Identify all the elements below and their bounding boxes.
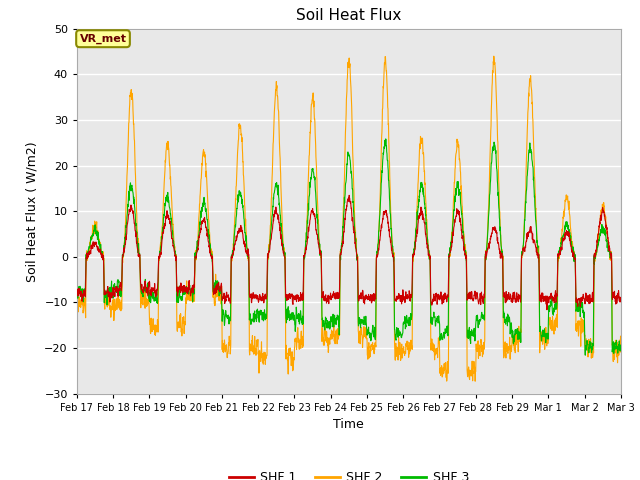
- SHF 3: [376, 205, 384, 211]
- Line: SHF 1: SHF 1: [77, 195, 621, 310]
- SHF 2: [376, 192, 384, 197]
- SHF 1: [73, 294, 81, 300]
- SHF 1: [225, 292, 232, 298]
- Y-axis label: Soil Heat Flux ( W/m2): Soil Heat Flux ( W/m2): [26, 141, 38, 281]
- SHF 2: [471, 378, 479, 384]
- Title: Soil Heat Flux: Soil Heat Flux: [296, 9, 401, 24]
- SHF 3: [73, 288, 81, 294]
- SHF 3: [507, 323, 515, 328]
- Legend: SHF 1, SHF 2, SHF 3: SHF 1, SHF 2, SHF 3: [223, 467, 474, 480]
- SHF 1: [617, 295, 625, 300]
- SHF 3: [225, 316, 232, 322]
- SHF 2: [508, 342, 515, 348]
- SHF 1: [507, 296, 515, 302]
- SHF 2: [584, 347, 592, 353]
- SHF 1: [365, 291, 372, 297]
- SHF 2: [570, 249, 577, 255]
- SHF 3: [569, 244, 577, 250]
- X-axis label: Time: Time: [333, 418, 364, 431]
- SHF 2: [225, 340, 232, 346]
- SHF 1: [376, 233, 384, 239]
- SHF 1: [584, 297, 592, 303]
- SHF 2: [617, 337, 625, 343]
- SHF 3: [365, 327, 372, 333]
- SHF 2: [490, 53, 498, 59]
- SHF 3: [617, 348, 625, 354]
- SHF 2: [365, 344, 372, 350]
- Text: VR_met: VR_met: [79, 34, 127, 44]
- Line: SHF 2: SHF 2: [77, 56, 621, 381]
- SHF 2: [73, 292, 81, 298]
- Line: SHF 3: SHF 3: [77, 139, 621, 355]
- SHF 3: [584, 348, 592, 353]
- SHF 3: [581, 352, 589, 358]
- SHF 3: [382, 136, 390, 142]
- SHF 1: [570, 250, 577, 255]
- SHF 1: [346, 192, 353, 198]
- SHF 1: [543, 307, 551, 312]
